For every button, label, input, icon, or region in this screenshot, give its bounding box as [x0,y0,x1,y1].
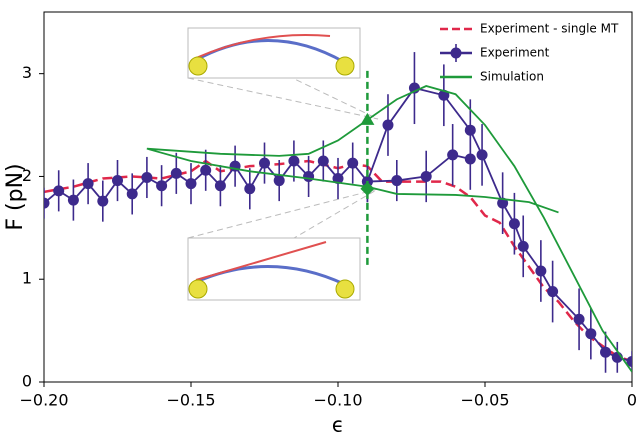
x-tick-label: −0.05 [460,391,509,410]
marker [259,157,270,169]
legend-swatch-marker [450,47,462,59]
series-line [44,159,632,363]
marker [447,149,459,161]
y-tick-label: 0 [22,372,32,391]
marker [273,175,285,187]
marker [156,180,168,192]
marker [185,178,197,190]
marker [141,171,153,183]
marker [44,197,50,209]
marker [626,355,632,367]
marker [67,194,79,206]
x-tick-label: −0.15 [166,391,215,410]
triangle-marker [360,112,375,125]
marker [244,183,256,195]
y-axis-label: F (pN) [3,163,28,230]
legend-label: Experiment [480,46,550,60]
marker [200,164,212,176]
y-tick-label: 2 [22,166,32,185]
x-axis-label: ϵ [332,413,344,436]
series-line [44,87,632,363]
marker [214,180,226,192]
marker [464,153,476,165]
marker [112,175,123,187]
x-tick-label: −0.10 [313,391,362,410]
marker [573,313,585,325]
y-tick-label: 1 [22,269,32,288]
plot [44,52,632,373]
marker [332,173,344,184]
x-tick-label: −0.20 [19,391,68,410]
diamond-marker [360,181,375,196]
marker [382,119,394,131]
x-tick-label: 0 [627,391,637,410]
inset-top [187,27,379,120]
marker [53,185,65,197]
marker [508,218,520,230]
marker [391,175,403,187]
series-line [146,85,632,373]
marker [303,170,315,182]
legend-label: Experiment - single MT [480,22,619,36]
marker [317,155,329,167]
marker [585,328,597,340]
marker [420,170,432,182]
marker [600,346,612,358]
marker [288,155,300,167]
inset-bottom [187,188,379,301]
marker [126,188,138,200]
marker [497,197,509,209]
marker [170,167,182,179]
marker [347,157,359,169]
marker [535,265,547,277]
marker [547,286,559,298]
marker [517,240,529,252]
y-tick-label: 3 [22,63,32,82]
marker [476,149,488,161]
legend-label: Simulation [480,70,544,84]
marker [82,178,94,190]
marker [97,195,109,207]
